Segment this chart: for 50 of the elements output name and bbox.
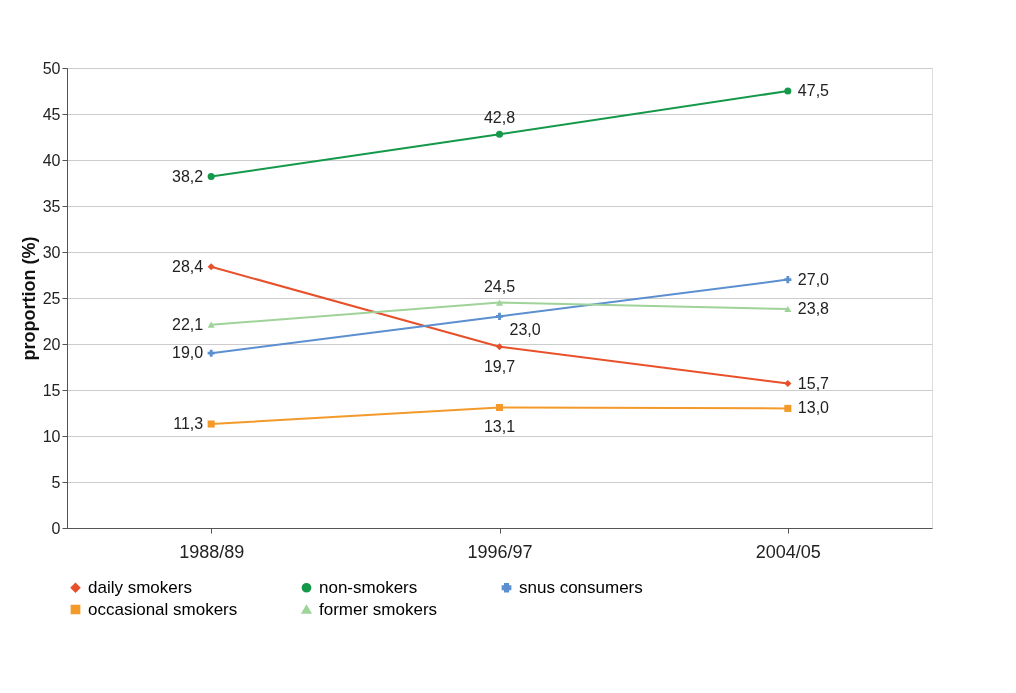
legend-label: occasional smokers	[88, 599, 238, 619]
data-label: 38,2	[172, 167, 204, 185]
x-tick-label: 2004/05	[755, 541, 821, 562]
point	[495, 312, 504, 320]
point	[495, 343, 504, 351]
point	[207, 321, 215, 328]
point	[495, 130, 504, 138]
point	[495, 403, 504, 412]
data-label: 19,7	[483, 357, 516, 375]
y-tick-label: 20	[42, 335, 61, 353]
data-label: 13,1	[483, 418, 516, 436]
x-tick-label: 1996/97	[467, 541, 533, 562]
y-tick-label: 25	[42, 289, 61, 307]
y-tick-label: 15	[42, 381, 61, 399]
point	[784, 87, 792, 95]
point	[207, 173, 215, 181]
data-label: 24,5	[483, 277, 516, 295]
y-tick-label: 35	[42, 197, 61, 215]
data-label: 47,5	[797, 82, 830, 99]
legend-label: non-smokers	[319, 577, 418, 597]
data-label: 42,8	[483, 109, 516, 127]
data-label: 15,7	[797, 374, 830, 392]
point	[784, 380, 792, 388]
data-label: 22,1	[172, 315, 204, 333]
legend-label: daily smokers	[88, 577, 192, 597]
data-label: 11,3	[173, 415, 204, 433]
point	[784, 276, 792, 284]
data-label: 28,4	[172, 257, 204, 275]
point	[207, 420, 215, 428]
legend-label: former smokers	[319, 599, 438, 619]
y-tick-label: 45	[42, 105, 61, 123]
data-label: 13,0	[797, 399, 830, 417]
data-label: 27,0	[797, 270, 830, 288]
y-tick-label: 30	[42, 243, 61, 261]
point	[784, 404, 792, 412]
y-tick-label: 40	[42, 151, 61, 169]
point	[207, 349, 215, 357]
point	[784, 305, 792, 313]
point	[207, 263, 215, 271]
y-axis-title: proportion (%)	[18, 236, 39, 361]
data-label: 19,0	[172, 344, 204, 362]
y-tick-label: 10	[42, 427, 61, 445]
legend-label: snus consumers	[519, 577, 643, 597]
point	[495, 299, 504, 306]
x-tick-label: 1988/89	[179, 541, 245, 562]
y-tick-label: 50	[42, 59, 61, 77]
data-label: 23,0	[509, 321, 541, 339]
data-label: 23,8	[797, 300, 830, 318]
y-tick-label: 5	[51, 473, 61, 491]
y-tick-label: 0	[51, 519, 61, 537]
